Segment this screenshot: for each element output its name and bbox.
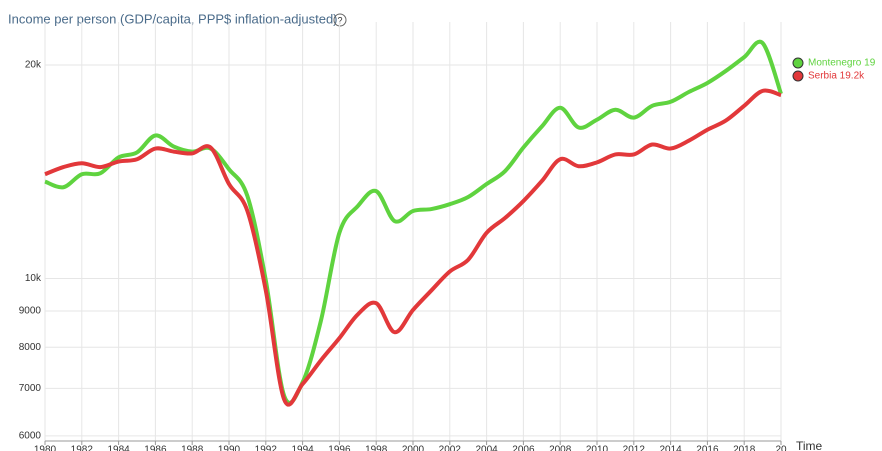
help-icon[interactable] [333,13,347,27]
x-tick-label: 1994 [291,445,314,451]
legend-label: Serbia 19.2k [808,71,865,82]
x-tick-label: 1984 [107,445,130,451]
x-tick-label: 2006 [512,445,535,451]
y-tick-label: 9000 [19,306,42,317]
series-line [44,39,783,405]
legend-marker [792,57,804,69]
x-tick-label: 1986 [144,445,167,451]
x-tick-label: 20 [775,445,787,451]
x-tick-label: 2002 [439,445,462,451]
x-tick-label: 2018 [733,445,756,451]
x-tick-label: 1996 [328,445,351,451]
x-tick-label: 2014 [659,445,682,451]
help-icon-text[interactable]: ? [337,15,342,25]
legend-marker [792,70,804,82]
x-tick-label: 1988 [181,445,204,451]
x-tick-label: 2016 [696,445,719,451]
x-tick-label: 1998 [365,445,388,451]
x-tick-label: 2008 [549,445,572,451]
legend-label: Montenegro 19 [808,58,876,69]
y-tick-label: 7000 [19,383,42,394]
x-axis-label: Time [796,439,823,451]
x-tick-label: 2010 [586,445,609,451]
x-tick-label: 1982 [71,445,94,451]
x-tick-label: 1992 [255,445,278,451]
chart-title: Income per person (GDP/capita, PPP$ infl… [8,11,338,26]
y-tick-label: 6000 [19,430,42,441]
series-line [44,88,782,407]
x-tick-label: 2000 [402,445,425,451]
y-tick-label: 20k [25,60,42,71]
y-tick-label: 8000 [19,342,42,353]
x-tick-label: 1980 [34,445,57,451]
x-tick-label: 1990 [218,445,241,451]
x-tick-label: 2004 [475,445,498,451]
x-tick-label: 2012 [623,445,646,451]
y-tick-label: 10k [25,273,42,284]
